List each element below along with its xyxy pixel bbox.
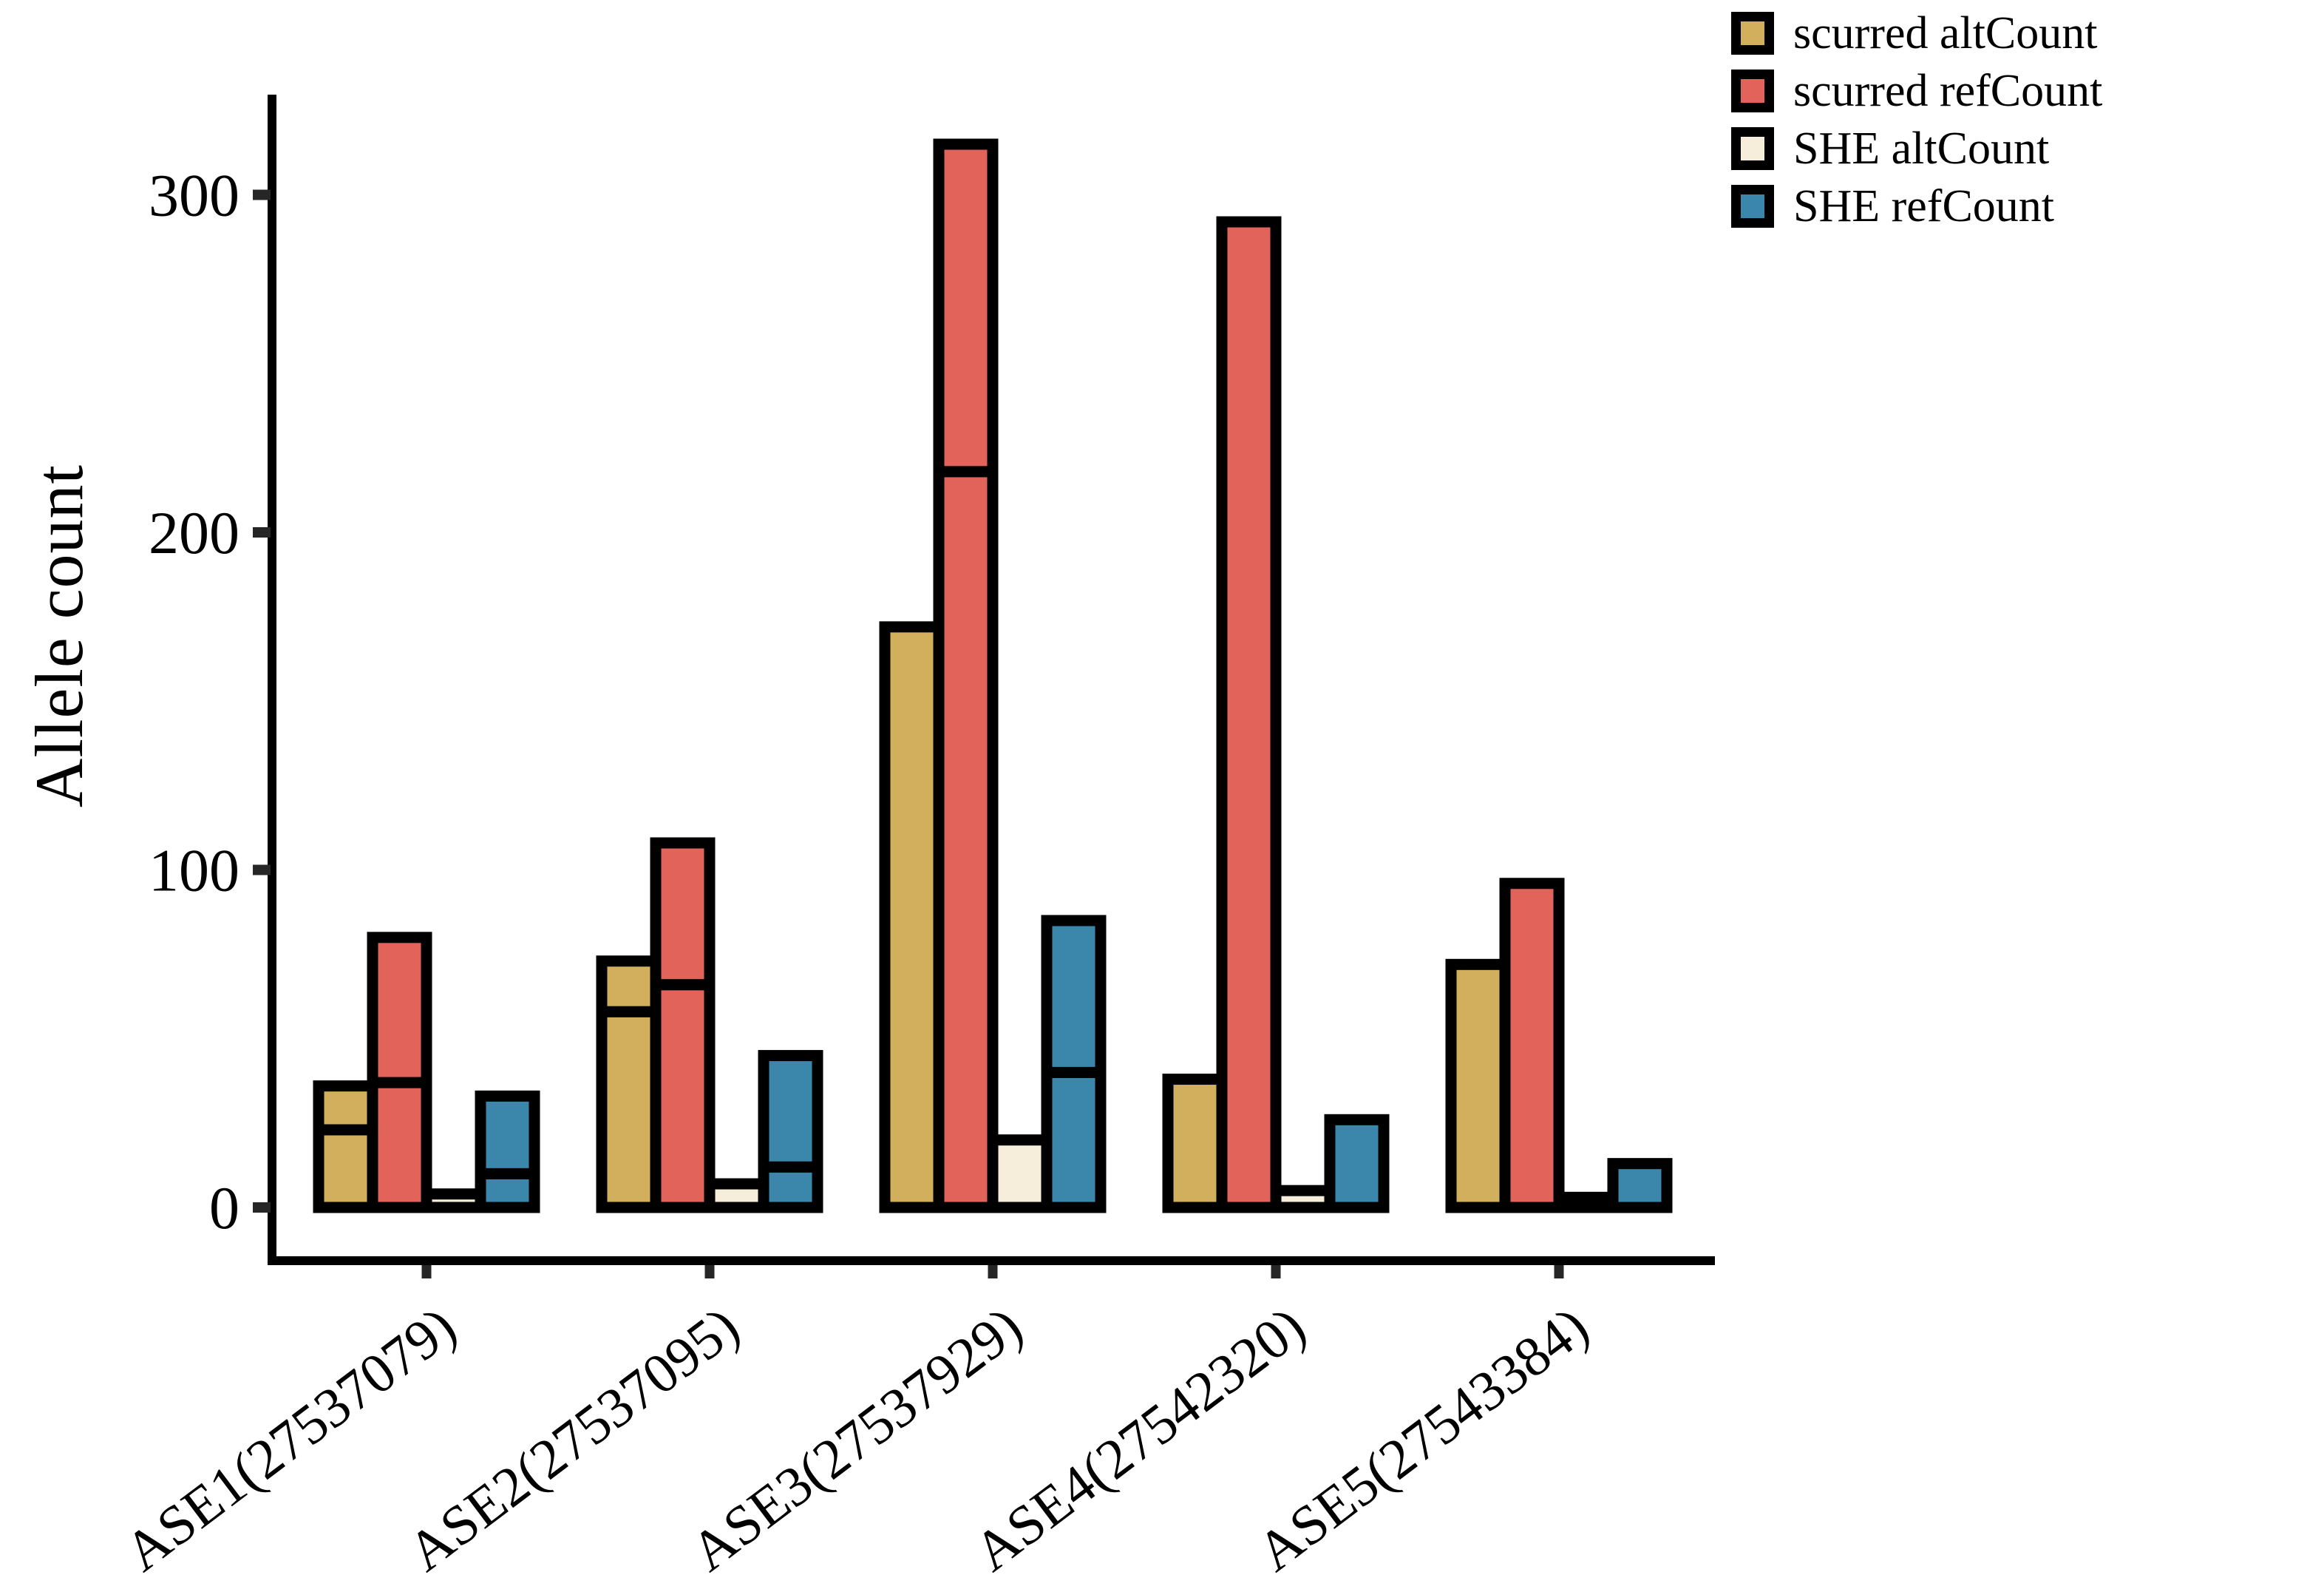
bar-segment (650, 837, 716, 991)
bar-segment (367, 1077, 432, 1213)
legend-swatch (1731, 185, 1774, 228)
bar-segment (1324, 1114, 1390, 1213)
legend-swatch-color (1741, 194, 1764, 218)
bar-segment (475, 1090, 540, 1179)
bar-segment (421, 1188, 486, 1213)
legend-swatch-color (1741, 79, 1764, 103)
legend-item: scurred altCount (1731, 8, 2102, 58)
legend-swatch (1731, 12, 1774, 55)
legend-swatch-color (1741, 137, 1764, 160)
bar-segment (1553, 1191, 1619, 1213)
bar-segment (1216, 216, 1282, 1213)
y-tick-label: 300 (149, 162, 239, 229)
legend-label: scurred altCount (1793, 8, 2098, 58)
bar-segment (987, 1134, 1053, 1213)
y-tick-label: 200 (149, 499, 239, 566)
legend: scurred altCount scurred refCount SHE altC… (1731, 8, 2103, 231)
legend-item: scurred refCount (1731, 66, 2103, 116)
bar-segment (650, 979, 716, 1213)
bar-segment (1270, 1185, 1336, 1213)
legend-item: SHE altCount (1731, 123, 2102, 174)
bar-segment (758, 1161, 823, 1213)
bar-segment (1445, 958, 1511, 1213)
bar-segment (313, 1080, 378, 1136)
legend-label: scurred refCount (1793, 66, 2103, 116)
legend-item: SHE refCount (1731, 181, 2102, 231)
bar-segment (367, 932, 432, 1088)
y-tick-label: 0 (209, 1174, 239, 1241)
bar-segment (704, 1178, 769, 1213)
legend-swatch (1731, 127, 1774, 170)
bar-segment (1607, 1158, 1673, 1213)
bar-segment (1041, 915, 1107, 1078)
legend-label: SHE refCount (1793, 181, 2055, 231)
bar-segment (1041, 1066, 1107, 1213)
bar-segment (313, 1124, 378, 1213)
y-axis-title: Allele count (21, 464, 97, 808)
bar-segment (879, 621, 945, 1213)
legend-swatch-color (1741, 21, 1764, 45)
bar-segment (933, 466, 999, 1213)
bar-segment (596, 955, 662, 1017)
legend-label: SHE altCount (1793, 123, 2050, 174)
legend-swatch (1731, 70, 1774, 112)
bar-segment (1162, 1074, 1228, 1213)
y-tick-label: 100 (149, 837, 239, 904)
bar-segment (758, 1050, 823, 1173)
bar-segment (1499, 878, 1565, 1213)
bar-segment (933, 138, 999, 478)
bar-segment (596, 1006, 662, 1213)
